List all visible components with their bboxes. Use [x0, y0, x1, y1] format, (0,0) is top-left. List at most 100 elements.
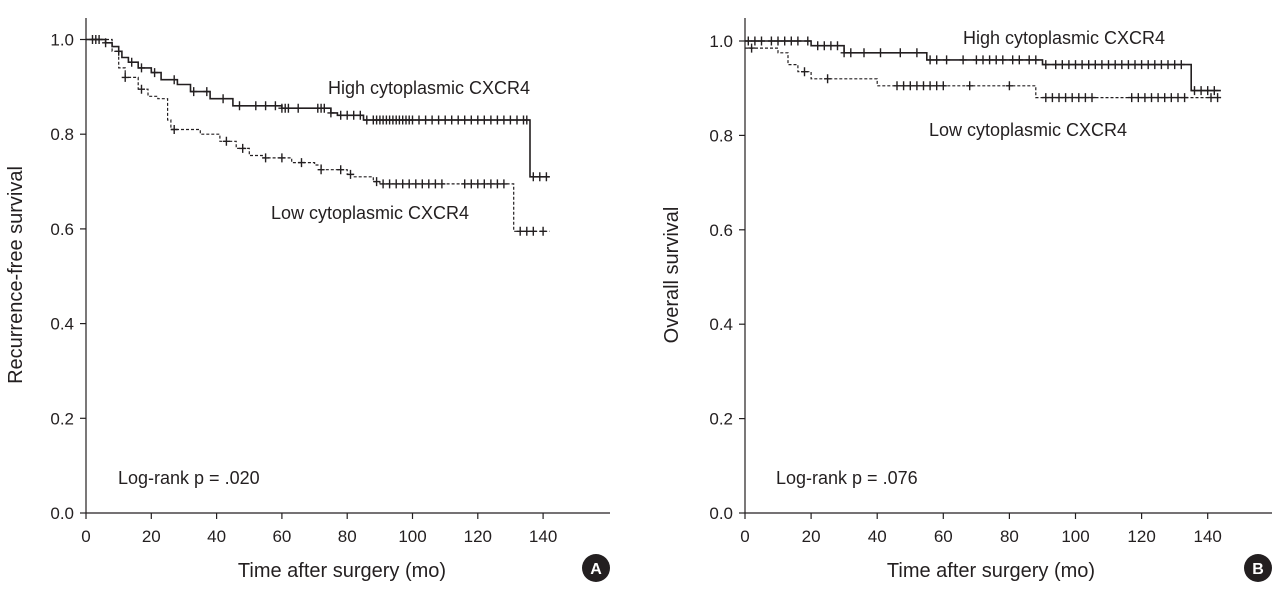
panel-b-high-censor-mark: [1210, 86, 1218, 96]
panel-b-high-censor-mark: [827, 41, 835, 51]
panel-a-x-tick-label: 0: [81, 527, 90, 546]
panel-a-high-censor-mark: [284, 103, 292, 113]
panel-b-low-censor-mark: [1134, 93, 1142, 103]
panel-a-badge: A: [582, 554, 610, 582]
panel-b-high-censor-mark: [1098, 60, 1106, 70]
panel-b-high-censor-mark: [1157, 60, 1165, 70]
panel-b-badge-label: B: [1252, 561, 1264, 578]
panel-a-low-censor-mark: [222, 136, 230, 146]
panel-a-low-censor-mark: [347, 169, 354, 179]
panel-a-low-censor-mark: [121, 72, 129, 82]
panel-b-log-rank-annotation: Log-rank p = .076: [776, 468, 918, 488]
panel-a-low-censor-mark: [138, 84, 145, 94]
panel-a-low-censor-mark: [461, 179, 469, 189]
panel-b-low-censor-mark: [1081, 93, 1089, 103]
panel-b-high-censor-mark: [781, 36, 789, 46]
panel-b-chart: 0 20 40 60 80 100 120 140 0.0 0.2 0.4 0.6 0.8 1.0 Ti…: [661, 18, 1272, 582]
panel-a-low-censor-mark: [399, 179, 407, 189]
panel-a-high-censor-mark: [190, 87, 198, 97]
panel-a-low-censor-mark: [418, 179, 426, 189]
panel-a-high-censor-mark: [203, 87, 211, 97]
panel-b-low-censor-mark: [1055, 93, 1063, 103]
panel-a-low-censor-mark: [487, 179, 495, 189]
panel-a-low-censor-mark: [92, 35, 100, 44]
panel-b-low-censor-mark: [1154, 93, 1162, 103]
panel-b-high-censor-mark: [972, 55, 980, 65]
panel-a-high-censor-mark: [170, 75, 178, 85]
panel-b-x-axis-title: Time after surgery (mo): [887, 560, 1095, 582]
panel-a-low-censor-mark: [425, 179, 433, 189]
panel-a-high-censor-mark: [474, 115, 482, 125]
panel-b-low-censor-mark: [1181, 93, 1189, 103]
panel-a-low-censor-mark: [523, 226, 531, 236]
panel-b-high-censor-mark: [1078, 60, 1086, 70]
panel-b-low-censor-mark: [1068, 93, 1076, 103]
panel-b-low-censor-mark: [926, 81, 934, 91]
panel-b-high-censor-mark: [1052, 60, 1060, 70]
panel-b-low-censor-mark: [933, 81, 941, 91]
panel-b-low-censor-mark: [1167, 93, 1175, 103]
panel-a-low-censor-mark: [379, 179, 387, 189]
panel-b-high-censor-mark: [913, 48, 921, 58]
panel-a-log-rank-annotation: Log-rank p = .020: [118, 468, 260, 488]
panel-b-high-censor-mark: [1015, 55, 1023, 65]
panel-a-high-censor-mark: [363, 115, 371, 125]
panel-a-low-censor-mark: [438, 179, 446, 189]
panel-a-x-tick-label: 120: [464, 527, 492, 546]
panel-b-high-censor-mark: [794, 36, 802, 46]
panel-a-high-censor-mark: [271, 101, 279, 111]
panel-b-high-censor-mark: [820, 41, 828, 51]
panel-a-low-censor-mark: [337, 165, 345, 175]
panel-b-high-censor-mark: [860, 48, 868, 58]
panel-b-low-censor-mark: [1005, 81, 1013, 91]
panel-b-low-censor-mark: [893, 81, 901, 91]
panel-a-high-censor-mark: [435, 115, 443, 125]
panel-b-high-censor-mark: [999, 55, 1007, 65]
panel-a-high-censor-mark: [506, 115, 514, 125]
panel-b-badge: B: [1244, 554, 1272, 582]
panel-a-low-censor-mark: [298, 158, 305, 168]
panel-b-low-censor-mark: [1128, 93, 1136, 103]
panel-b-x-tick-label: 120: [1127, 527, 1155, 546]
panel-a-low-censor-mark: [516, 226, 524, 236]
panel-b-high-censor-mark: [840, 48, 848, 58]
panel-b-high-censor-mark: [834, 41, 841, 51]
panel-b-high-censor-mark: [1058, 60, 1066, 70]
panel-a-low-censor-mark: [170, 125, 178, 134]
panel-b-high-censor-mark: [943, 55, 951, 65]
panel-a-y-tick-label: 0.0: [50, 504, 74, 523]
panel-a-high-series-label: High cytoplasmic CXCR4: [328, 78, 530, 98]
panel-b-high-censor-mark: [1171, 60, 1179, 70]
panel-a-high-censor-mark: [422, 115, 430, 125]
panel-a-x-ticks: 0 20 40 60 80 100 120 140: [81, 513, 557, 546]
panel-a-high-censor-mark: [350, 110, 358, 120]
panel-a-y-ticks: 0.0 0.2 0.4 0.6 0.8 1.0: [50, 31, 86, 523]
panel-b-high-censor-mark: [1042, 60, 1050, 70]
panel-b-high-censor-mark: [1204, 86, 1212, 96]
panel-b-low-censor-mark: [801, 67, 808, 77]
panel-b-high-censor-mark: [1164, 60, 1172, 70]
panel-b-high-censor-mark: [787, 36, 795, 46]
panel-b-high-censor-mark: [1085, 60, 1093, 70]
panel-b-series: [744, 36, 1222, 103]
panel-b-high-censor-mark: [751, 36, 759, 46]
panel-b-low-censor-mark: [1141, 93, 1149, 103]
panel-a-chart: 0 20 40 60 80 100 120 140 0.0 0.2 0.4 0.6 0.8 1.0 Ti…: [5, 18, 610, 582]
panel-a-high-censor-mark: [428, 115, 436, 125]
panel-b-low-series-label: Low cytoplasmic CXCR4: [929, 120, 1127, 140]
panel-b-x-tick-label: 100: [1061, 527, 1089, 546]
panel-b-high-censor-mark: [979, 55, 987, 65]
panel-b-high-censor-mark: [1138, 60, 1146, 70]
panel-b-y-tick-label: 0.2: [709, 410, 733, 429]
panel-b-high-censor-mark: [847, 48, 855, 58]
panel-a-y-tick-label: 0.4: [50, 315, 74, 334]
panel-b-high-censor-mark: [1032, 55, 1040, 65]
panel-b-high-censor-mark: [1091, 60, 1099, 70]
panel-b-low-censor-mark: [906, 81, 914, 91]
panel-a-badge-label: A: [590, 561, 602, 578]
panel-b-y-ticks: 0.0 0.2 0.4 0.6 0.8 1.0: [709, 32, 745, 523]
panel-a-y-axis-title: Recurrence-free survival: [5, 166, 27, 384]
panel-a-high-censor-mark: [151, 68, 159, 78]
panel-b-high-censor-mark: [959, 55, 967, 65]
